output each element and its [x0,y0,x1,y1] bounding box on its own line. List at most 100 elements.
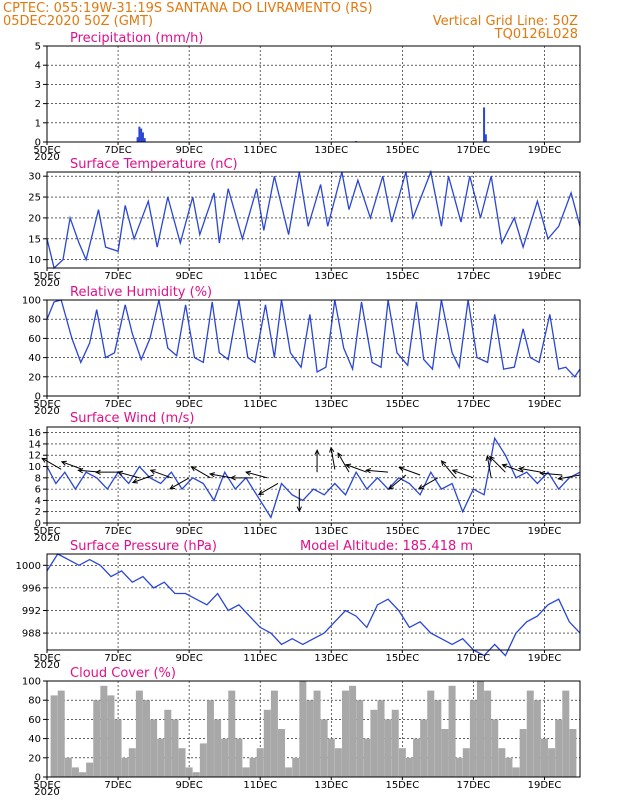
wind-arrow-shaft [337,452,350,473]
cloud-bar [278,729,286,777]
wind-arrow-head [314,449,320,455]
rh-xtick-label: 19DEC [528,399,562,410]
pressure-ytick-label: 992 [22,606,41,617]
precip-bar [143,138,146,142]
cloud-bar [462,748,470,777]
pressure-xtick-label: 15DEC [385,653,419,664]
cloud-bar [512,767,520,777]
precip-xtick-label: 15DEC [385,145,419,156]
cloud-bar [356,700,364,777]
cloud-xtick-label: 11DEC [243,780,277,791]
cloud-ytick-label: 40 [28,734,41,745]
wind-year-label: 2020 [34,533,59,544]
pressure-panel: 988 992 996 1000 5DEC 7DEC 9DEC 11DEC 13DEC 15DEC… [16,553,581,671]
precip-ytick-label: 3 [35,80,41,91]
cloud-bar [100,685,108,777]
wind-arrow-head [245,470,252,476]
cloud-bar [256,748,264,777]
wind-vector-arrow [169,477,190,490]
cloud-bar [50,695,58,777]
pressure-model-altitude: Model Altitude: 185.418 m [300,539,473,554]
wind-vector-arrow [518,466,542,473]
header-line1: CPTEC: 055:19W-31:19S SANTANA DO LIVRAME… [3,1,373,16]
wind-vector-arrow [245,470,268,479]
pressure-xtick-label: 17DEC [457,653,491,664]
temp-xtick-label: 19DEC [528,271,562,282]
precip-bar [483,107,486,142]
wind-arrow-head [60,460,67,466]
rh-xtick-label: 9DEC [175,399,202,410]
wind-vector-arrow [485,455,492,478]
cloud-bar [199,743,207,777]
wind-arrow-head [417,484,424,490]
wind-arrow-head [539,470,546,477]
cloud-bar [384,719,392,777]
precip-xtick-label: 5DEC [33,145,60,156]
cloud-bar [263,709,271,777]
cloud-bar [413,738,421,777]
cloud-bar [341,690,349,777]
wind-vector-arrow [488,455,506,473]
rh-ytick-label: 100 [22,296,41,307]
cloud-bar [533,700,541,777]
wind-arrow-head [488,455,495,462]
cloud-bar [64,757,72,777]
pressure-xtick-label: 11DEC [243,653,277,664]
cloud-panel: 0 20 40 60 80 100 5DEC 7DEC 9DEC 11DEC 13DEC 15DEC 1… [22,677,581,798]
wind-arrow-shaft [118,471,140,479]
wind-vector-arrow [60,460,83,470]
temp-ytick-label: 10 [28,255,41,266]
wind-ytick-label: 8 [35,473,41,484]
rh-xtick-label: 17DEC [457,399,491,410]
wind-xtick-label: 7DEC [104,526,131,537]
cloud-bar [377,700,385,777]
rh-ytick-label: 60 [28,334,41,345]
pressure-title: Surface Pressure (hPa) [70,539,217,554]
cloud-bar [128,748,136,777]
cloud-bar [349,685,357,777]
temp-xtick-label: 17DEC [457,271,491,282]
wind-arrow-shaft [150,469,172,479]
wind-vector-arrow [296,489,302,513]
wind-arrow-head [337,452,343,459]
precip-ytick-label: 2 [35,99,41,110]
wind-arrow-head [41,457,48,463]
cloud-bar [548,748,556,777]
cloud-bar [185,767,193,777]
wind-title: Surface Wind (m/s) [70,411,194,426]
wind-arrow-shaft [41,457,62,470]
wind-ytick-label: 10 [28,462,41,473]
cloud-bar [164,709,172,777]
wind-arrow-head [190,466,197,472]
rh-ytick-label: 80 [28,315,41,326]
rh-xtick-label: 7DEC [104,399,131,410]
cloud-bar [86,762,94,777]
wind-arrow-shaft [210,473,232,479]
pressure-ytick-label: 988 [22,629,41,640]
precip-xtick-label: 11DEC [243,145,277,156]
pressure-series-line [46,553,581,657]
pressure-xtick-label: 5DEC [33,653,60,664]
rh-ytick-label: 40 [28,353,41,364]
rh-ytick-label: 0 [35,392,41,403]
wind-xtick-label: 19DEC [528,526,562,537]
wind-arrow-head [398,466,405,472]
cloud-bar [427,690,435,777]
cloud-bar [526,690,534,777]
cloud-xtick-label: 15DEC [385,780,419,791]
pressure-xtick-label: 13DEC [314,653,348,664]
cloud-xtick-label: 9DEC [175,780,202,791]
cloud-bar [434,700,442,777]
cloud-bar [540,738,548,777]
cloud-bar [519,729,527,777]
precip-bar [484,134,487,142]
cloud-bar [370,709,378,777]
cloud-bar [270,690,278,777]
cloud-bar [221,738,229,777]
wind-arrow-head [485,455,491,462]
cloud-ytick-label: 60 [28,715,41,726]
wind-vector-arrow [94,469,119,475]
wind-arrow-head [296,506,302,513]
cloud-bar [242,767,250,777]
